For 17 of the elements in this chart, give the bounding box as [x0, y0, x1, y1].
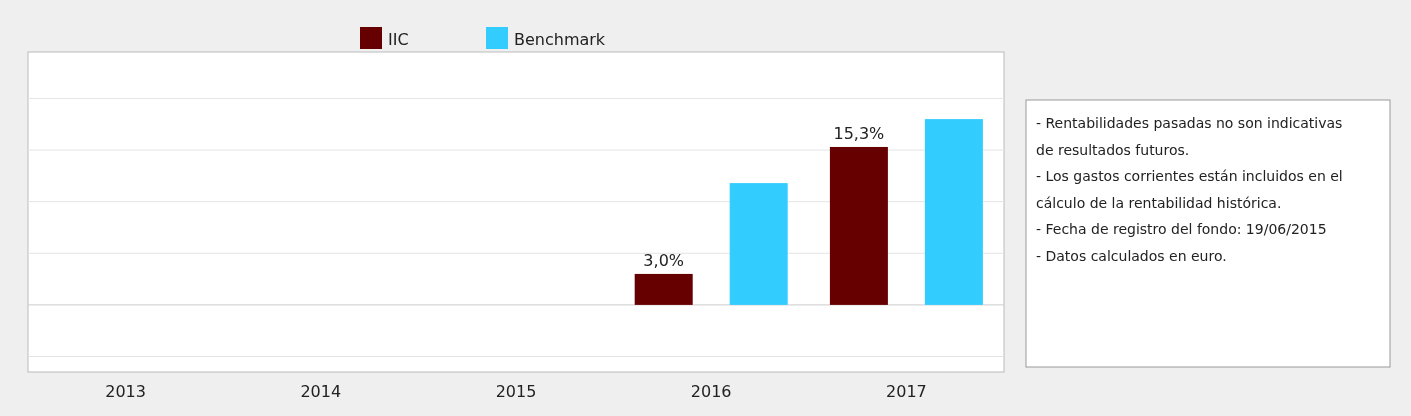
data-label: 3,0%	[643, 250, 685, 270]
text: - Rentabilidades pasadas no son indicativas de resultados futuros.	[1036, 115, 1343, 158]
x-tick-label: 2014	[300, 382, 342, 401]
text: - Fecha de registro del fondo: 19/06/2015	[1036, 221, 1327, 237]
bar	[829, 146, 888, 305]
bar	[729, 183, 788, 305]
bar	[924, 119, 983, 305]
x-tick-label: 2017	[886, 382, 927, 401]
text: - Los gastos corrientes están incluidos en el cálculo de la rentabilidad histórica.	[1036, 168, 1343, 211]
bar	[634, 273, 693, 305]
legend-label: Benchmark	[514, 30, 606, 49]
x-tick-label: 2015	[495, 382, 537, 401]
data-label: 15,3%	[833, 123, 885, 143]
x-tick-label: 2013	[105, 382, 146, 401]
legend-label: IIC	[388, 30, 409, 49]
x-tick-label: 2016	[690, 382, 732, 401]
text: - Datos calculados en euro.	[1036, 247, 1227, 264]
